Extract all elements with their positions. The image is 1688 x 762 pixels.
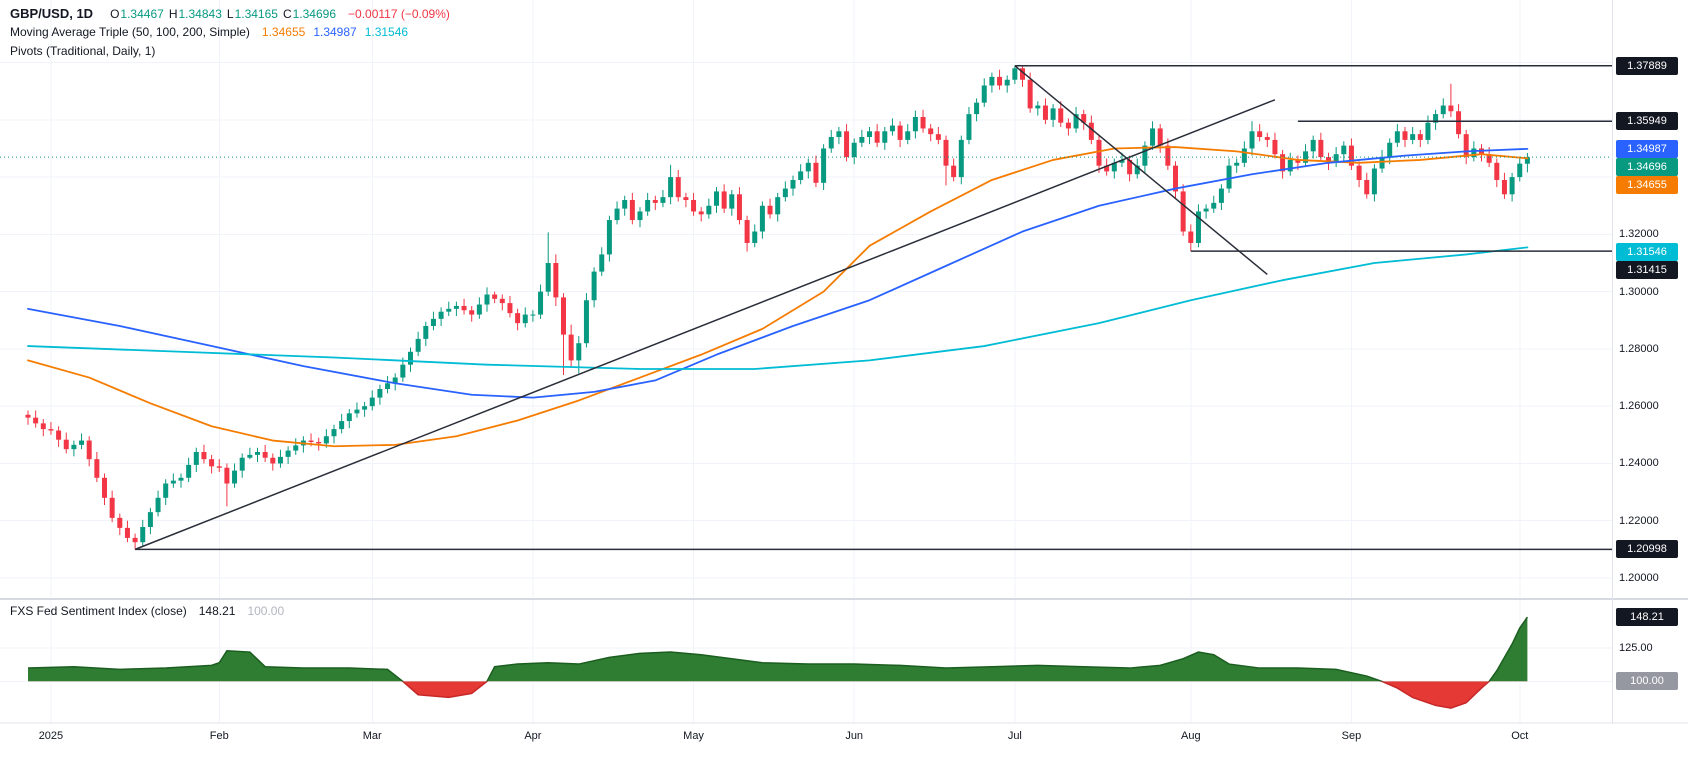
candlestick-series (25, 65, 1530, 550)
symbol-title[interactable]: GBP/USD, 1D (10, 6, 94, 21)
ohlc-key: H (168, 6, 178, 21)
ma-indicator-title[interactable]: Moving Average Triple (50, 100, 200, Sim… (10, 25, 250, 39)
sentiment-area-positive (28, 617, 1528, 682)
ohlc-value: 1.34696 (292, 6, 337, 21)
trendline[interactable] (134, 99, 1276, 551)
sentiment-indicator-title[interactable]: FXS Fed Sentiment Index (close) (10, 604, 187, 618)
symbol-legend-row: GBP/USD, 1D O1.34467 H1.34843 L1.34165 C1.3… (10, 6, 450, 21)
time-axis-label: Feb (209, 730, 229, 742)
trendline[interactable] (1014, 65, 1268, 276)
time-axis[interactable]: 2025 Feb Mar Apr May Jun Jul Aug Sep Oct (0, 723, 1688, 762)
sentiment-baseline-value: 100.00 (247, 604, 285, 618)
price-axis-badge: 100.00 (1616, 672, 1678, 691)
ohlc-key: C (282, 6, 292, 21)
time-axis-label: Sep (1341, 730, 1362, 742)
time-axis-label: Jun (845, 730, 864, 742)
price-axis-label: 1.32000 (1619, 228, 1659, 241)
price-axis-badge: 1.34655 (1616, 175, 1678, 194)
ohlc-value: 1.34843 (178, 6, 222, 21)
sentiment-legend-row: FXS Fed Sentiment Index (close) 148.21 1… (10, 604, 284, 618)
ma-value: 1.31546 (364, 25, 409, 39)
price-axis-label: 1.22000 (1619, 514, 1659, 527)
price-axis-label: 1.26000 (1619, 400, 1659, 413)
time-axis-label: Oct (1511, 730, 1529, 742)
time-axis-label: 2025 (38, 730, 64, 742)
price-axis-label: 1.20000 (1619, 572, 1659, 584)
price-axis-label: 1.24000 (1619, 457, 1659, 470)
time-axis-label: Apr (524, 730, 542, 742)
ohlc-value: 1.34467 (120, 6, 164, 21)
price-axis-badge: 1.34696 (1616, 157, 1678, 176)
price-axis-badge: 1.31415 (1616, 261, 1678, 280)
ma-legend-row: Moving Average Triple (50, 100, 200, Sim… (10, 25, 408, 39)
time-axis-label: Aug (1181, 730, 1201, 742)
ma100-line[interactable] (27, 147, 1529, 399)
pivots-legend-row: Pivots (Traditional, Daily, 1) (10, 44, 155, 58)
ma-values: 1.34655 1.34987 1.31546 (254, 25, 408, 39)
price-axis-badge: 148.21 (1616, 608, 1678, 627)
pivots-indicator-title[interactable]: Pivots (Traditional, Daily, 1) (10, 44, 156, 58)
price-change: −0.00117 (−0.09%) (348, 6, 450, 21)
price-axis-badge: 1.35949 (1616, 112, 1678, 131)
ma-value: 1.34987 (313, 25, 357, 39)
price-axis[interactable]: 1.37889 1.35949 1.34987 1.34696 1.34655 1.320… (1613, 0, 1688, 723)
ohlc-key: O (110, 6, 120, 21)
ma-value: 1.34655 (261, 25, 306, 39)
price-axis-label: 1.28000 (1619, 342, 1659, 355)
price-axis-badge: 1.31546 (1616, 243, 1678, 262)
price-axis-badge: 1.37889 (1616, 56, 1678, 75)
ohlc-values: O1.34467 H1.34843 L1.34165 C1.34696 (105, 7, 336, 21)
price-axis-label: 125.00 (1619, 642, 1653, 655)
time-axis-label: Mar (362, 730, 382, 742)
sentiment-line-positive (27, 616, 1529, 682)
ma200-line[interactable] (27, 246, 1529, 370)
price-axis-label: 1.30000 (1619, 285, 1659, 298)
time-axis-label: Jul (1007, 730, 1022, 742)
ohlc-value: 1.34165 (234, 6, 278, 21)
time-axis-label: May (683, 730, 704, 742)
sentiment-line-negative (401, 681, 1491, 709)
price-axis-badge: 1.34987 (1616, 139, 1678, 158)
ohlc-key: L (226, 6, 234, 21)
sentiment-value: 148.21 (198, 604, 236, 618)
price-axis-badge: 1.20998 (1616, 540, 1678, 559)
ma50-line[interactable] (27, 146, 1529, 448)
